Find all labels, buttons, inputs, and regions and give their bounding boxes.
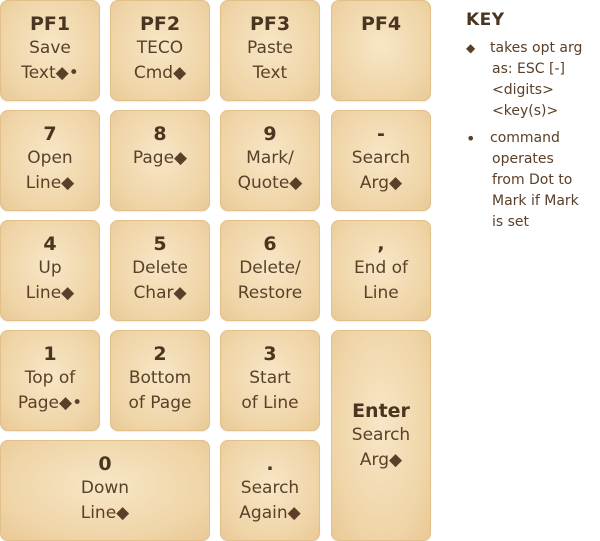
key-title: . xyxy=(266,453,274,475)
key-6[interactable]: 6 Delete/ Restore xyxy=(220,220,320,321)
key-0[interactable]: 0 Down Line◆ xyxy=(0,440,210,541)
key-line: Down xyxy=(80,478,130,498)
key-minus[interactable]: - Search Arg◆ xyxy=(331,110,431,211)
key-pf2[interactable]: PF2 TECO Cmd◆ xyxy=(110,0,210,101)
key-line: Top of xyxy=(24,368,76,388)
key-line: Line◆ xyxy=(80,503,130,523)
key-line: Save xyxy=(29,38,71,58)
dot-bullet-icon: • xyxy=(466,129,476,148)
legend-line: Mark if Mark xyxy=(492,193,579,209)
key-line: Line◆ xyxy=(25,173,75,193)
legend-line: takes opt arg xyxy=(490,40,583,56)
legend-line: operates xyxy=(492,151,554,167)
key-line: Up xyxy=(38,258,62,278)
legend-line: <digits> xyxy=(492,82,554,98)
key-title: 4 xyxy=(43,233,57,255)
key-line: Delete/ xyxy=(239,258,301,278)
key-4[interactable]: 4 Up Line◆ xyxy=(0,220,100,321)
key-title: 6 xyxy=(263,233,277,255)
legend-line: command xyxy=(490,130,560,146)
key-title: 7 xyxy=(43,123,57,145)
key-line: Search xyxy=(351,148,411,168)
key-line: Text◆• xyxy=(21,63,79,83)
key-title: 3 xyxy=(263,343,277,365)
key-pf3[interactable]: PF3 Paste Text xyxy=(220,0,320,101)
key-line: Again◆ xyxy=(239,503,301,523)
key-line: Restore xyxy=(237,283,303,303)
key-pf4[interactable]: PF4 xyxy=(331,0,431,101)
key-line: Start xyxy=(249,368,291,388)
key-title: 5 xyxy=(153,233,167,255)
key-line: Page◆ xyxy=(132,148,188,168)
key-line: Char◆ xyxy=(133,283,187,303)
key-title: 0 xyxy=(98,453,112,475)
key-line: Open xyxy=(27,148,73,168)
key-line: Arg◆ xyxy=(359,449,403,470)
key-line: Search xyxy=(240,478,300,498)
key-title: - xyxy=(377,123,385,145)
key-line: TECO xyxy=(136,38,184,58)
legend-line: from Dot to xyxy=(492,172,573,188)
legend-heading: KEY xyxy=(466,10,505,30)
key-title: PF2 xyxy=(139,13,181,35)
key-line: Paste xyxy=(247,38,293,58)
key-line: Bottom xyxy=(128,368,192,388)
legend-line: is set xyxy=(492,214,530,230)
key-7[interactable]: 7 Open Line◆ xyxy=(0,110,100,211)
key-8[interactable]: 8 Page◆ xyxy=(110,110,210,211)
key-line: Text xyxy=(252,63,288,83)
key-9[interactable]: 9 Mark/ Quote◆ xyxy=(220,110,320,211)
key-line: Quote◆ xyxy=(237,173,303,193)
key-2[interactable]: 2 Bottom of Page xyxy=(110,330,210,431)
key-line: Delete xyxy=(132,258,188,278)
diamond-bullet-icon: ◆ xyxy=(466,41,476,55)
key-line: Line xyxy=(363,283,399,303)
key-line: Search xyxy=(351,424,411,445)
legend: KEY ◆ takes opt arg as: ESC [-] <digits>… xyxy=(466,10,600,239)
key-3[interactable]: 3 Start of Line xyxy=(220,330,320,431)
legend-line: as: ESC [-] xyxy=(492,61,565,77)
key-title: 2 xyxy=(153,343,167,365)
key-5[interactable]: 5 Delete Char◆ xyxy=(110,220,210,321)
key-title: Enter xyxy=(352,399,410,422)
key-pf1[interactable]: PF1 Save Text◆• xyxy=(0,0,100,101)
key-title: 8 xyxy=(153,123,167,145)
legend-line: <key(s)> xyxy=(492,103,559,119)
legend-item-dot-to-mark: • command operates from Dot to Mark if M… xyxy=(466,128,600,233)
key-enter[interactable]: Enter Search Arg◆ xyxy=(331,330,431,541)
key-period[interactable]: . Search Again◆ xyxy=(220,440,320,541)
key-line: End of xyxy=(353,258,409,278)
key-title: , xyxy=(377,233,385,255)
key-line: Page◆• xyxy=(17,393,83,413)
key-line: Line◆ xyxy=(25,283,75,303)
key-title: PF1 xyxy=(29,13,71,35)
key-line: of Page xyxy=(128,393,192,413)
key-title: PF4 xyxy=(360,13,402,35)
key-title: 9 xyxy=(263,123,277,145)
key-line: of Line xyxy=(241,393,299,413)
key-line: Cmd◆ xyxy=(133,63,187,83)
key-1[interactable]: 1 Top of Page◆• xyxy=(0,330,100,431)
key-line: Mark/ xyxy=(246,148,294,168)
key-title: 1 xyxy=(43,343,57,365)
legend-item-optional-arg: ◆ takes opt arg as: ESC [-] <digits> <ke… xyxy=(466,38,600,122)
key-line: Arg◆ xyxy=(359,173,403,193)
key-title: PF3 xyxy=(249,13,291,35)
key-comma[interactable]: , End of Line xyxy=(331,220,431,321)
